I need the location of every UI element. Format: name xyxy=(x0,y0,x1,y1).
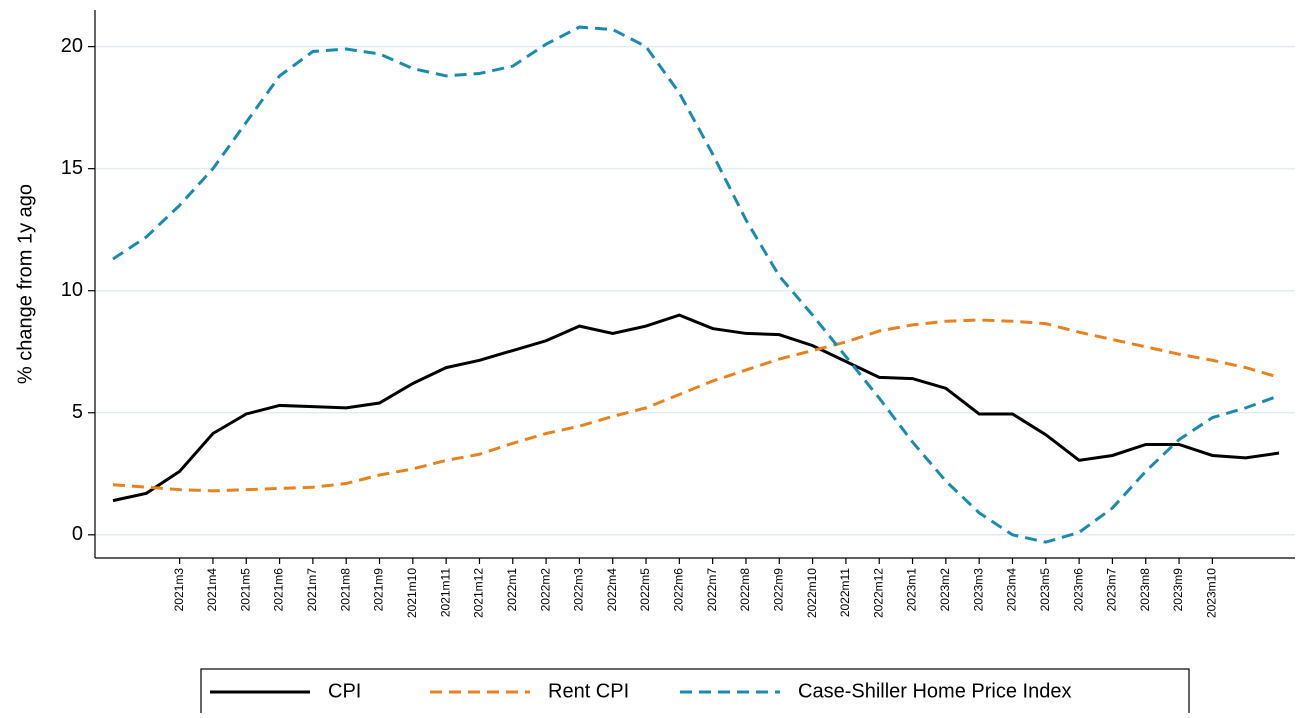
legend-label: CPI xyxy=(328,680,361,702)
x-tick-label: 2023m6 xyxy=(1071,568,1085,612)
x-tick-label: 2023m4 xyxy=(1005,568,1019,612)
x-tick-label: 2022m10 xyxy=(805,568,819,618)
line-series xyxy=(112,313,1280,503)
y-tick-label: 5 xyxy=(72,401,83,423)
x-tick-label: 2022m4 xyxy=(605,568,619,612)
x-tick-label: 2022m3 xyxy=(572,568,586,612)
x-tick-label: 2021m3 xyxy=(172,568,186,612)
legend-box xyxy=(200,668,1190,718)
x-tick-label: 2023m3 xyxy=(971,568,985,612)
x-tick-label: 2021m12 xyxy=(472,568,486,618)
x-tick-label: 2021m7 xyxy=(305,568,319,612)
line-series xyxy=(112,25,1280,544)
x-tick-label: 2022m11 xyxy=(838,568,852,617)
y-tick-label: 15 xyxy=(61,157,83,179)
x-tick-label: 2022m7 xyxy=(705,568,719,612)
x-tick-label: 2021m4 xyxy=(205,568,219,612)
x-tick-label: 2022m1 xyxy=(505,568,519,612)
x-tick-label: 2023m8 xyxy=(1138,568,1152,612)
legend-label: Rent CPI xyxy=(548,680,629,702)
x-tick-label: 2021m5 xyxy=(238,568,252,612)
x-tick-label: 2023m7 xyxy=(1105,568,1119,612)
x-tick-label: 2023m1 xyxy=(905,568,919,612)
x-tick-label: 2023m10 xyxy=(1205,568,1219,618)
y-axis-label: % change from 1y ago xyxy=(14,184,36,384)
x-tick-label: 2021m10 xyxy=(405,568,419,618)
x-tick-label: 2022m2 xyxy=(538,568,552,612)
y-tick-label: 0 xyxy=(72,523,83,545)
x-tick-label: 2022m9 xyxy=(771,568,785,612)
y-tick-label: 10 xyxy=(61,279,83,301)
x-tick-label: 2021m11 xyxy=(438,568,452,617)
x-tick-label: 2022m6 xyxy=(672,568,686,612)
x-tick-label: 2021m9 xyxy=(372,568,386,612)
legend-label: Case-Shiller Home Price Index xyxy=(798,680,1071,702)
x-tick-label: 2022m5 xyxy=(638,568,652,612)
x-tick-label: 2021m8 xyxy=(338,568,352,612)
x-tick-label: 2023m2 xyxy=(938,568,952,612)
x-tick-label: 2023m5 xyxy=(1038,568,1052,612)
x-tick-label: 2022m8 xyxy=(738,568,752,612)
y-tick-label: 20 xyxy=(61,35,83,57)
x-tick-label: 2023m9 xyxy=(1171,568,1185,612)
line-series xyxy=(112,318,1280,493)
x-tick-label: 2022m12 xyxy=(871,568,885,618)
x-tick-label: 2021m6 xyxy=(272,568,286,612)
